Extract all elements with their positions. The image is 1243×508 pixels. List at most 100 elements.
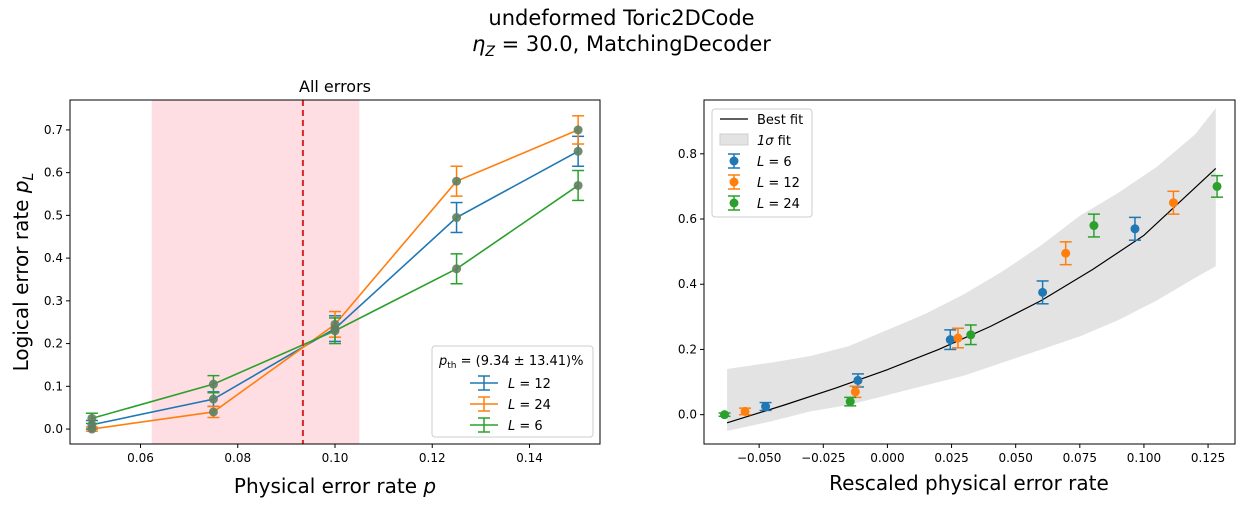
eta-symbol: η [472, 32, 486, 56]
right-y-tick-label: 0.6 [678, 212, 697, 226]
threshold-label-sub: th [447, 361, 456, 371]
left-y-tick-label: 0.0 [44, 422, 63, 436]
best-fit-line [726, 168, 1217, 424]
right-series-2-point [1089, 221, 1099, 231]
left-series-0-point [208, 394, 218, 404]
left-x-axis-label-text: Physical error rate [234, 474, 423, 498]
left-y-axis-label-var: p [9, 180, 33, 194]
left-x-tick-label: 0.10 [322, 451, 349, 465]
right-x-tick-label: 0.025 [934, 451, 968, 465]
sigma-band-layer [727, 108, 1216, 431]
figure-title-line1: undeformed Toric2DCode [488, 6, 755, 30]
right-series-2-point [845, 397, 855, 407]
left-data-layer [85, 100, 585, 444]
left-x-tick-label: 0.14 [516, 451, 543, 465]
left-series-1-point [573, 125, 583, 135]
right-series-2-point [720, 410, 730, 420]
right-series-2-point [1212, 181, 1222, 191]
left-y-tick-label: 0.3 [44, 294, 63, 308]
right-x-tick-label: −0.050 [737, 451, 781, 465]
left-y-axis-label-sub: L [21, 173, 37, 181]
left-legend-entry-1: L = 24 [508, 398, 551, 413]
right-series-1-point [953, 333, 963, 343]
left-legend-entry-var-1: L [508, 398, 515, 413]
left-legend: pth = (9.34 ± 13.41)% L = 12L = 24L = 6 [431, 345, 594, 438]
left-legend-entry-value-1: = 24 [515, 398, 551, 413]
right-legend-entry-1: L = 12 [757, 176, 800, 191]
figure-title-line2: ηZ = 30.0, MatchingDecoder [0, 32, 1243, 60]
right-x-tick-label: 0.100 [1127, 451, 1161, 465]
right-series-1-point [740, 406, 750, 416]
left-x-axis-label: Physical error rate p [234, 474, 436, 498]
threshold-label-value: = (9.34 ± 13.41)% [457, 354, 584, 369]
right-y-tick-label: 0.4 [678, 277, 697, 291]
right-y-tick-label: 0.2 [678, 342, 697, 356]
left-series-2-point [330, 326, 340, 336]
right-x-tick-label: 0.075 [1063, 451, 1097, 465]
left-y-tick-label: 0.2 [44, 337, 63, 351]
left-legend-entry-var-0: L [508, 377, 515, 392]
right-legend-entry-best-fit: Best fit [757, 113, 803, 128]
threshold-label: pth = (9.34 ± 13.41)% [438, 354, 583, 371]
left-x-tick-label: 0.08 [224, 451, 251, 465]
right-series-2-point [966, 330, 976, 340]
left-series-1-point [452, 176, 462, 186]
right-legend-entry-value-0: = 6 [764, 155, 791, 170]
right-x-tick-label: 0.125 [1191, 451, 1225, 465]
left-series-1-point [208, 407, 218, 417]
left-series-2-point [452, 264, 462, 274]
right-legend-entry-sigma-var: 1σ [757, 134, 774, 149]
right-legend-entry-sigma-rest: fit [774, 134, 791, 149]
right-plot-frame [703, 99, 1236, 445]
right-series-0-point [1038, 287, 1048, 297]
left-y-tick-label: 0.6 [44, 166, 63, 180]
left-y-tick-label: 0.4 [44, 251, 63, 265]
right-x-axis-label: Rescaled physical error rate [829, 471, 1109, 495]
left-series-2-point [573, 180, 583, 190]
right-series-1-point [850, 387, 860, 397]
left-legend-entry-value-0: = 12 [515, 377, 551, 392]
right-legend-entry-sigma: 1σ fit [757, 134, 791, 149]
title-parameters: = 30.0, MatchingDecoder [494, 32, 771, 56]
left-series-1-point [87, 424, 97, 434]
right-legend-swatch-marker-0 [729, 156, 739, 166]
left-x-tick-label: 0.12 [419, 451, 446, 465]
right-legend-entry-value-1: = 12 [764, 176, 800, 191]
right-series-0-point [853, 375, 863, 385]
left-series-2-point [87, 413, 97, 423]
left-legend-entry-value-2: = 6 [515, 419, 542, 434]
left-series-0-point [573, 146, 583, 156]
right-series-0-point [1130, 224, 1140, 234]
threshold-band-layer [151, 100, 360, 444]
eta-subscript: Z [485, 44, 495, 61]
left-y-tick-label: 0.7 [44, 123, 63, 137]
left-legend-entry-0: L = 12 [508, 377, 551, 392]
right-legend-swatch-marker-2 [729, 198, 739, 208]
sigma-fit-band [727, 108, 1216, 431]
left-legend-entry-2: L = 6 [508, 419, 543, 434]
threshold-label-var: p [438, 354, 447, 369]
threshold-confidence-band [151, 100, 360, 444]
right-legend-entry-value-2: = 24 [764, 197, 800, 212]
left-y-tick-label: 0.5 [44, 208, 63, 222]
right-axes-layer: −0.050 −0.025 0.000 0.025 0.050 0.075 0.100 0.1… [678, 99, 1236, 465]
left-y-axis-label: Logical error rate pL [9, 173, 37, 372]
right-data-layer [718, 168, 1224, 424]
right-x-tick-label: −0.025 [801, 451, 845, 465]
right-legend-entry-var-2: L [757, 197, 764, 212]
right-series-0-point [761, 402, 771, 412]
right-series-1-point [1061, 248, 1071, 258]
left-x-axis-label-var: p [422, 474, 436, 498]
left-legend-frame [431, 345, 594, 438]
left-plot-frame [69, 99, 601, 445]
left-series-1-point [330, 319, 340, 329]
left-y-axis-label-text: Logical error rate [9, 193, 33, 371]
right-series-0-point [945, 335, 955, 345]
left-legend-entry-var-2: L [508, 419, 515, 434]
right-legend-entry-var-1: L [757, 176, 764, 191]
left-chart-title: All errors [299, 77, 371, 96]
